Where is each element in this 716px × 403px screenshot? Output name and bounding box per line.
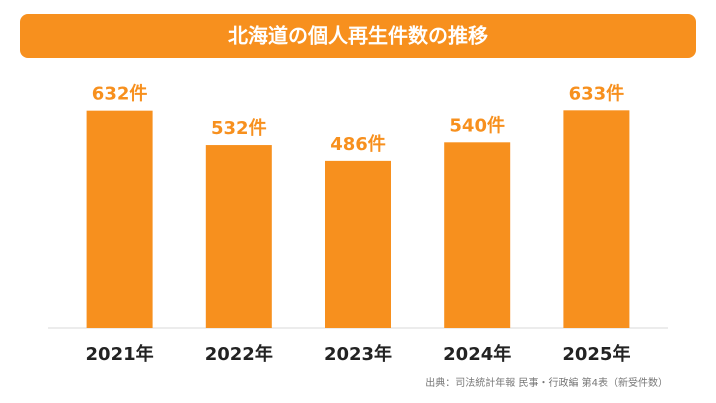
x-tick-label: 2023年 [324,343,392,365]
bar [325,160,391,328]
value-label: 632件 [92,83,148,105]
bar [86,110,153,329]
chart-title: 北海道の個人再生件数の推移 [228,24,488,48]
value-label: 540件 [449,114,505,136]
value-label: 486件 [330,133,386,155]
x-tick-label: 2025年 [562,343,630,365]
bar [444,142,511,328]
bar [205,145,272,328]
x-tick-label: 2024年 [443,343,511,365]
value-label: 532件 [211,117,267,139]
bar [563,110,630,329]
value-label: 633件 [569,82,625,104]
x-tick-label: 2022年 [205,343,273,365]
title-banner [20,14,696,58]
x-tick-label: 2021年 [86,343,154,365]
source-note: 出典：司法統計年報 民事・行政編 第4表（新受件数） [425,376,668,389]
